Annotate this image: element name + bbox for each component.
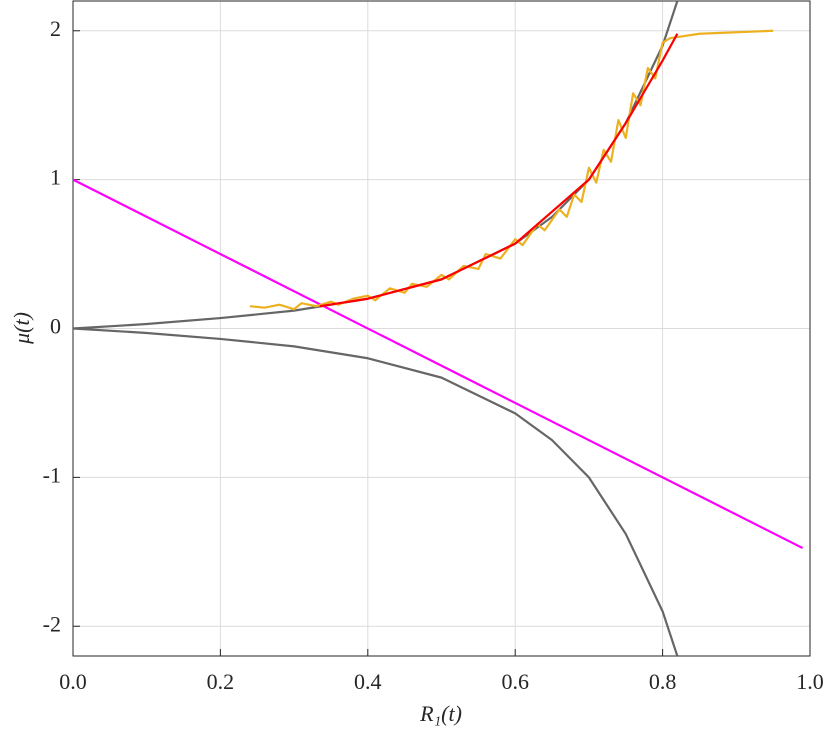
plot-area xyxy=(73,1,804,656)
data-line xyxy=(73,178,804,550)
data-line xyxy=(249,29,774,311)
x-tick-label: 0.2 xyxy=(207,669,235,694)
y-tick-label: -1 xyxy=(43,462,61,487)
data-line xyxy=(319,33,679,308)
x-tick-label: 0.8 xyxy=(649,669,677,694)
data-line xyxy=(73,1,679,330)
y-tick-label: -2 xyxy=(43,611,61,636)
data-line xyxy=(73,327,679,656)
x-tick-label: 0.0 xyxy=(59,669,87,694)
y-axis-label: μ(t) xyxy=(9,312,34,345)
y-tick-label: 2 xyxy=(50,16,61,41)
x-tick-label: 0.6 xyxy=(501,669,529,694)
x-tick-label: 0.4 xyxy=(354,669,382,694)
x-axis-label: R₁(t) xyxy=(419,701,462,726)
y-tick-label: 0 xyxy=(50,314,61,339)
y-tick-label: 1 xyxy=(50,165,61,190)
x-tick-label: 1.0 xyxy=(796,669,824,694)
